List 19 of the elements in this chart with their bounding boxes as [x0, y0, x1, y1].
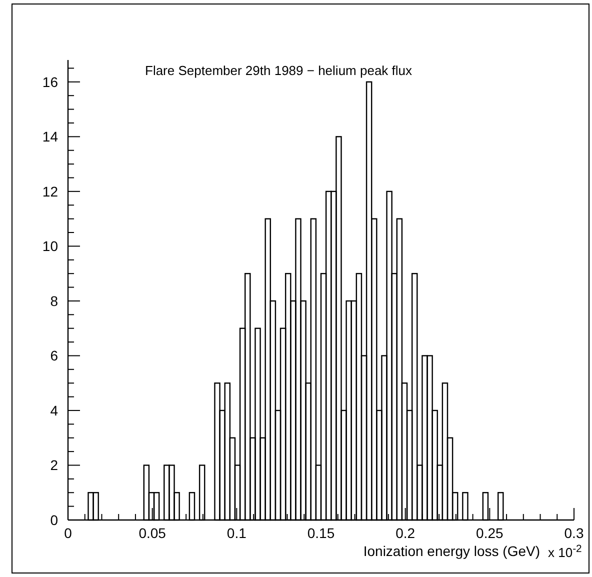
y-tick-label: 2 — [50, 457, 58, 474]
x-tick-label: 0.15 — [307, 525, 335, 541]
y-tick-label: 8 — [50, 292, 58, 309]
x-axis-title: Ionization energy loss (GeV) — [363, 543, 540, 559]
x-tick-label: 0.25 — [476, 525, 504, 541]
x-tick-label: 0.3 — [564, 525, 584, 541]
chart-title: Flare September 29th 1989 − helium peak flux — [145, 63, 413, 78]
x-tick-label: 0 — [64, 525, 72, 541]
y-tick-label: 0 — [50, 512, 58, 528]
text: x 10$^{-2}$ — [548, 544, 582, 560]
y-tick-label: 12 — [42, 183, 58, 200]
x-tick-label: 0.1 — [226, 525, 247, 541]
y-tick-label: 4 — [50, 402, 58, 418]
y-tick-label: 6 — [50, 348, 58, 364]
x-tick-label: 0.05 — [138, 525, 166, 541]
y-tick-label: 16 — [42, 74, 58, 90]
y-tick-label: 14 — [42, 128, 58, 145]
y-tick-label: 10 — [42, 238, 58, 254]
x-tick-label: 0.2 — [396, 525, 416, 541]
